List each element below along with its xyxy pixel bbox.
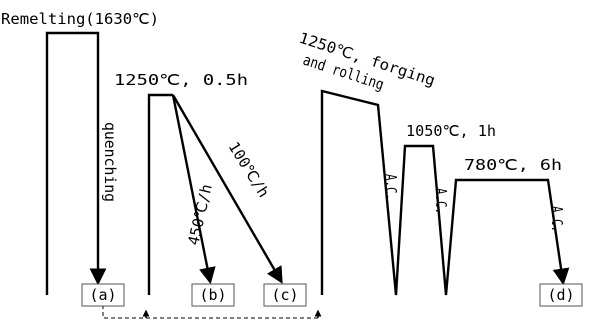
cooling-450-arrow bbox=[171, 94, 216, 285]
sample-box-b: (b) bbox=[191, 283, 235, 307]
homogenize-path bbox=[147, 93, 173, 295]
hold-1050-label: 1050℃, 1h bbox=[406, 122, 496, 140]
sample-label-c: (c) bbox=[271, 286, 298, 304]
dashed-connector bbox=[102, 305, 318, 319]
sample-box-a: (a) bbox=[81, 283, 125, 307]
cooling-100-arrow bbox=[171, 94, 283, 284]
rate-100-label: 100℃/h bbox=[225, 139, 273, 201]
air-cooling-label-3: A.C. bbox=[548, 206, 566, 232]
sample-label-a: (a) bbox=[89, 286, 116, 304]
air-cooling-label-1: A.C. bbox=[382, 174, 400, 200]
hold-780-label: 780℃, 6h bbox=[464, 156, 562, 174]
remelting-path bbox=[45, 31, 107, 295]
sample-label-d: (d) bbox=[547, 286, 574, 304]
air-cooling-label-2: A.C. bbox=[432, 188, 450, 214]
remelting-label: Remelting(1630℃) bbox=[1, 10, 159, 28]
sample-box-c: (c) bbox=[263, 283, 307, 307]
quenching-label: quenching bbox=[101, 122, 119, 202]
hold-1250-label: 1250℃, 0.5h bbox=[114, 71, 248, 89]
sample-label-b: (b) bbox=[199, 286, 226, 304]
forging-treatment-path bbox=[320, 89, 570, 296]
rate-450-label: 450℃/h bbox=[184, 182, 215, 246]
sample-box-d: (d) bbox=[539, 283, 583, 307]
